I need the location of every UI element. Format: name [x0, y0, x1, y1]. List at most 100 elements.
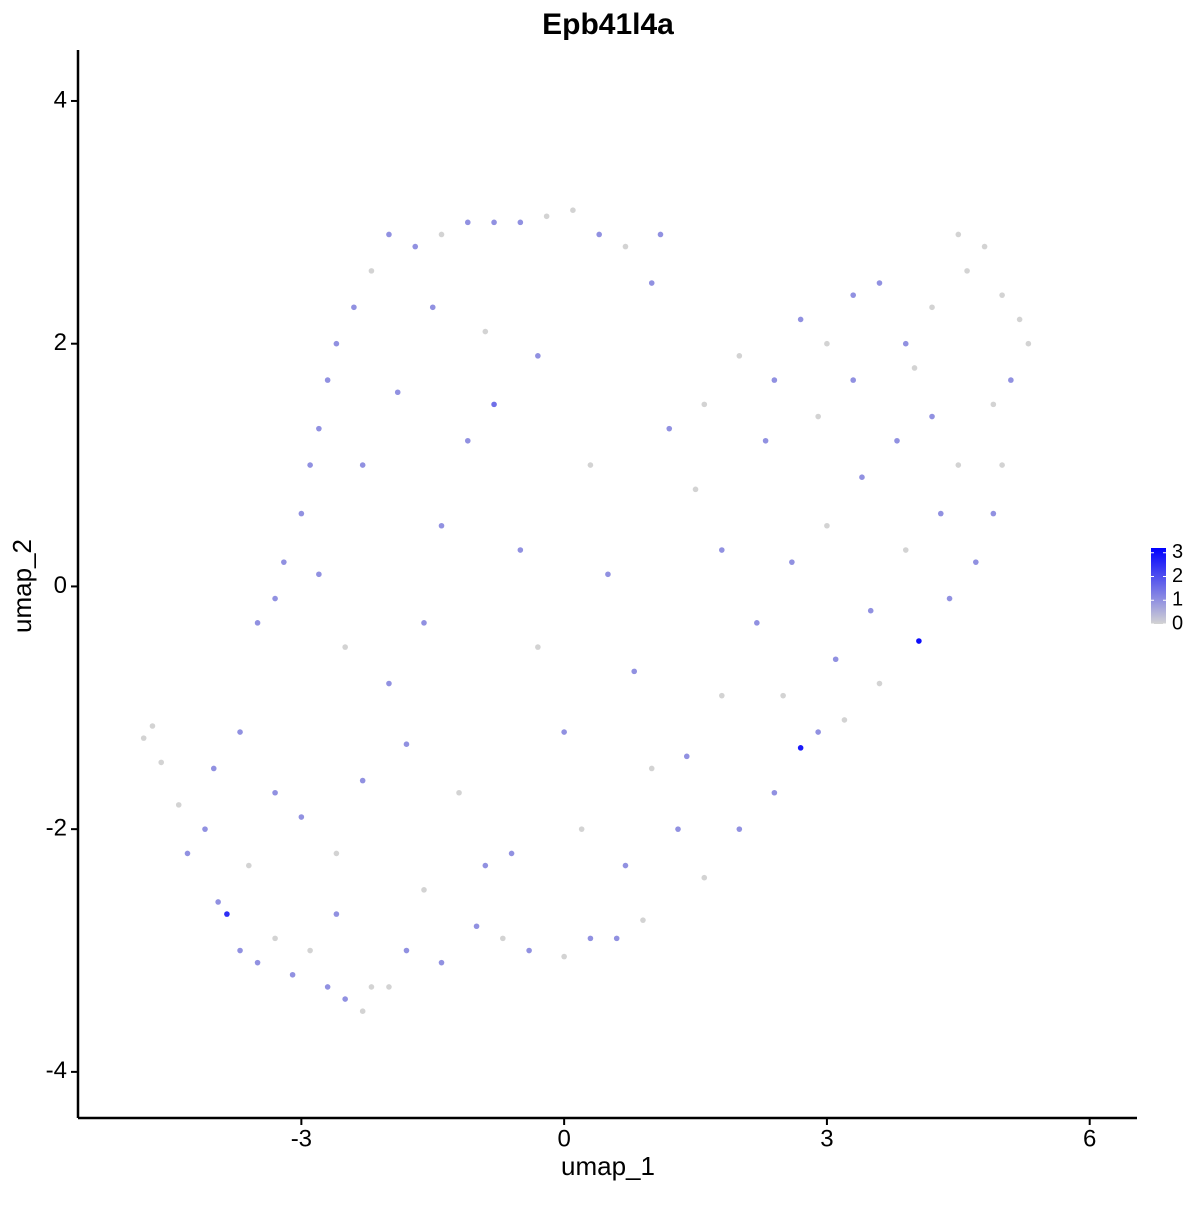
- color-tick-label: 1: [1172, 589, 1183, 611]
- point: [999, 292, 1005, 298]
- color-tick-label: 3: [1172, 541, 1183, 563]
- point: [149, 723, 156, 729]
- y-axis-label: umap_2: [7, 539, 37, 633]
- point: [876, 680, 883, 687]
- point: [473, 923, 480, 930]
- point: [272, 789, 278, 796]
- point: [508, 850, 515, 857]
- point: [815, 413, 821, 420]
- point: [780, 692, 786, 699]
- point: [841, 717, 848, 723]
- color-tick-label: 2: [1172, 565, 1183, 587]
- point: [184, 850, 191, 857]
- point: [491, 401, 497, 408]
- point: [999, 462, 1005, 468]
- point: [736, 353, 743, 359]
- point: [867, 607, 874, 614]
- point: [298, 510, 305, 517]
- point: [158, 759, 165, 766]
- y-tick-label: -2: [46, 814, 67, 841]
- point: [491, 219, 497, 226]
- point: [500, 935, 506, 942]
- point: [894, 437, 900, 444]
- point: [622, 243, 629, 250]
- point: [824, 340, 830, 347]
- point: [289, 971, 296, 978]
- point: [281, 559, 287, 565]
- point: [535, 353, 541, 359]
- y-tick-label: 2: [54, 329, 67, 356]
- point: [561, 729, 567, 735]
- point: [464, 219, 471, 226]
- point: [456, 789, 462, 796]
- point: [237, 729, 243, 735]
- point: [202, 826, 208, 832]
- point: [578, 826, 585, 832]
- x-tick-label: -3: [291, 1125, 312, 1152]
- point: [824, 522, 830, 529]
- point: [517, 547, 524, 553]
- point: [973, 559, 979, 565]
- point: [561, 953, 567, 960]
- point: [359, 1008, 366, 1014]
- point: [535, 644, 541, 650]
- point: [916, 638, 922, 644]
- point: [342, 996, 348, 1002]
- point: [648, 765, 655, 772]
- point: [789, 559, 795, 565]
- point: [701, 874, 708, 881]
- point: [596, 231, 602, 238]
- point: [666, 425, 673, 432]
- point: [771, 377, 778, 383]
- point: [955, 231, 962, 238]
- point: [403, 947, 410, 954]
- point: [386, 680, 392, 687]
- chart-title: Epb41l4a: [542, 8, 674, 41]
- point: [902, 547, 909, 553]
- point: [526, 947, 532, 954]
- point: [1016, 316, 1023, 323]
- point: [464, 437, 471, 444]
- point: [254, 959, 261, 966]
- point: [482, 328, 489, 335]
- point: [911, 365, 918, 371]
- point: [237, 947, 243, 954]
- point: [1008, 377, 1014, 383]
- point: [762, 437, 769, 444]
- point: [929, 413, 935, 420]
- x-tick-label: 0: [557, 1125, 570, 1152]
- point: [543, 213, 550, 220]
- point: [324, 984, 331, 990]
- point: [333, 850, 340, 857]
- point: [421, 887, 427, 893]
- point: [990, 401, 997, 408]
- point: [386, 231, 392, 238]
- point: [140, 735, 147, 741]
- point: [359, 462, 366, 468]
- point: [254, 620, 261, 626]
- point: [246, 862, 252, 869]
- point: [797, 316, 804, 323]
- x-tick-label: 6: [1083, 1125, 1096, 1152]
- point: [307, 947, 313, 954]
- y-tick-label: 0: [54, 572, 67, 599]
- point: [719, 547, 725, 553]
- point: [648, 280, 655, 286]
- point: [719, 692, 725, 699]
- point: [210, 765, 217, 772]
- point: [368, 268, 375, 274]
- point: [587, 935, 594, 942]
- point: [307, 462, 313, 468]
- point: [990, 510, 997, 517]
- point: [622, 862, 629, 869]
- point: [850, 292, 856, 298]
- color-bar: [1151, 548, 1166, 624]
- point: [929, 304, 935, 311]
- point: [482, 862, 489, 869]
- point: [692, 486, 699, 493]
- point: [386, 984, 392, 990]
- point: [394, 389, 401, 396]
- y-tick-label: 4: [54, 86, 67, 113]
- point: [797, 745, 804, 751]
